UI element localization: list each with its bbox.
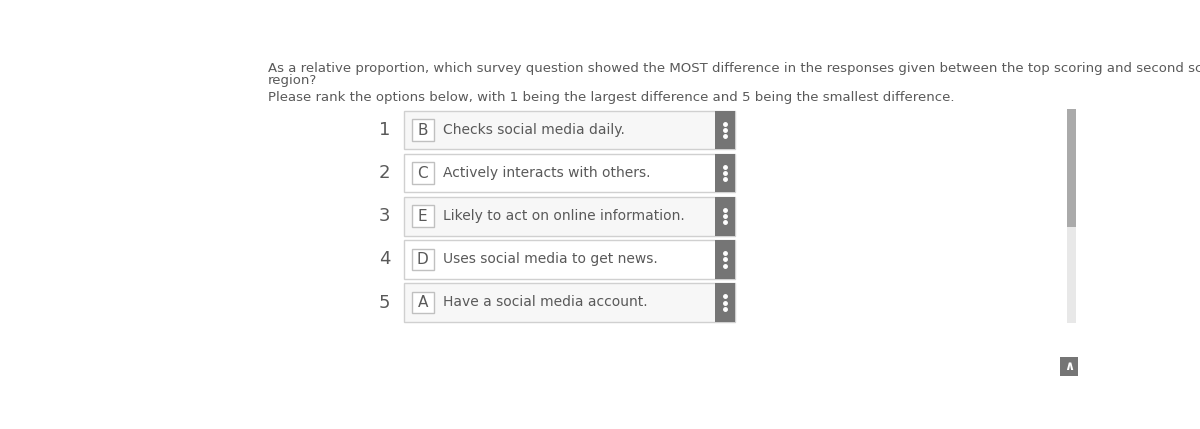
Text: Checks social media daily.: Checks social media daily. <box>443 123 625 137</box>
Bar <box>412 162 433 184</box>
Text: ∧: ∧ <box>1064 360 1074 373</box>
Text: E: E <box>418 209 427 224</box>
Text: Have a social media account.: Have a social media account. <box>443 296 648 309</box>
Text: D: D <box>416 252 428 267</box>
Text: Likely to act on online information.: Likely to act on online information. <box>443 209 685 223</box>
Bar <box>412 205 433 227</box>
Text: C: C <box>418 166 428 181</box>
Bar <box>404 154 736 192</box>
Text: Uses social media to get news.: Uses social media to get news. <box>443 252 658 266</box>
Bar <box>1060 357 1079 376</box>
Bar <box>715 197 736 236</box>
Text: 1: 1 <box>379 121 390 139</box>
Bar <box>404 111 736 149</box>
Text: Actively interacts with others.: Actively interacts with others. <box>443 166 650 180</box>
Bar <box>715 111 736 149</box>
Bar <box>412 248 433 270</box>
Bar <box>412 292 433 313</box>
Text: 4: 4 <box>379 251 390 269</box>
Text: Please rank the options below, with 1 being the largest difference and 5 being t: Please rank the options below, with 1 be… <box>268 91 954 104</box>
Bar <box>404 283 736 322</box>
Bar <box>412 119 433 141</box>
Text: 2: 2 <box>379 164 390 182</box>
Text: 3: 3 <box>379 207 390 225</box>
Bar <box>404 197 736 236</box>
Text: A: A <box>418 295 428 310</box>
Bar <box>715 240 736 278</box>
Bar <box>1067 109 1076 323</box>
Text: 5: 5 <box>379 293 390 311</box>
Bar <box>715 154 736 192</box>
Bar <box>404 240 736 278</box>
Bar <box>715 283 736 322</box>
Bar <box>1067 109 1076 227</box>
Text: region?: region? <box>268 74 317 87</box>
Text: B: B <box>418 123 428 138</box>
Text: As a relative proportion, which survey question showed the MOST difference in th: As a relative proportion, which survey q… <box>268 62 1200 75</box>
